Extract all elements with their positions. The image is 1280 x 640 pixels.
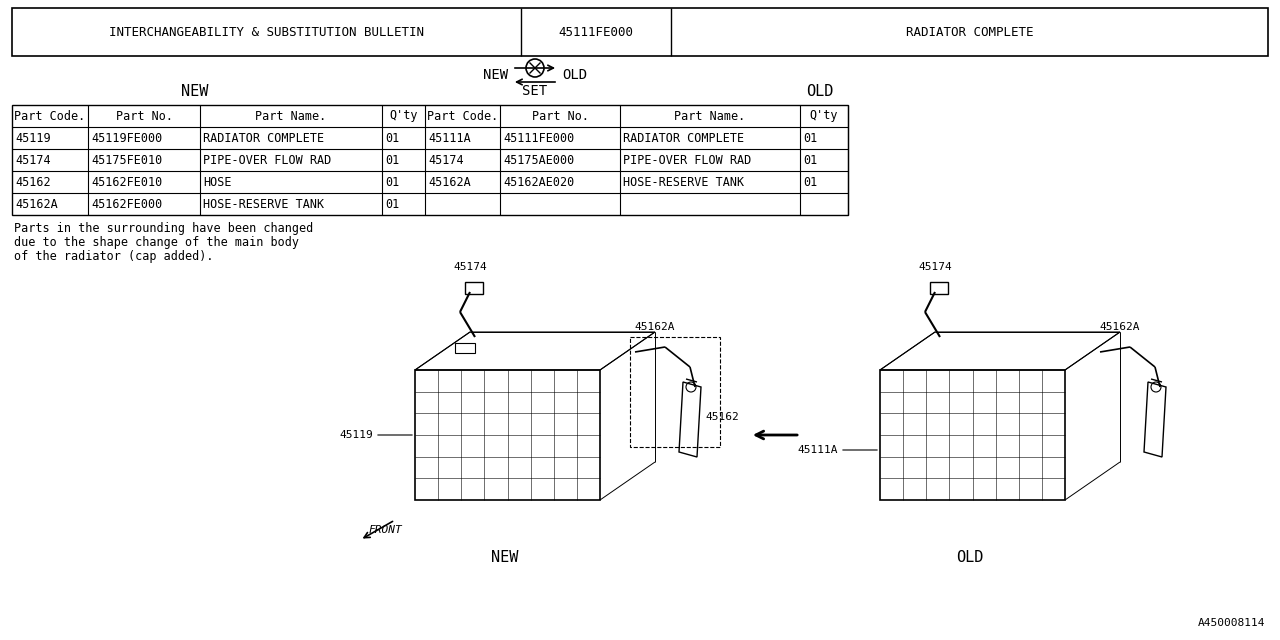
Text: 45162: 45162 (15, 175, 51, 189)
Text: 45162A: 45162A (635, 322, 676, 332)
Text: RADIATOR COMPLETE: RADIATOR COMPLETE (623, 131, 744, 145)
Bar (454, 343, 475, 353)
Text: SET: SET (522, 84, 548, 98)
Bar (12, 8, 1268, 56)
Text: FRONT: FRONT (369, 525, 402, 535)
Text: HOSE-RESERVE TANK: HOSE-RESERVE TANK (623, 175, 744, 189)
Text: 45174: 45174 (918, 262, 952, 272)
Text: RADIATOR COMPLETE: RADIATOR COMPLETE (906, 26, 1033, 38)
Text: INTERCHANGEABILITY & SUBSTITUTION BULLETIN: INTERCHANGEABILITY & SUBSTITUTION BULLET… (109, 26, 424, 38)
Text: 01: 01 (803, 131, 817, 145)
Text: A450008114: A450008114 (1198, 618, 1265, 628)
Text: NEW: NEW (483, 68, 508, 82)
Text: NEW: NEW (492, 550, 518, 565)
Text: Part Name.: Part Name. (256, 109, 326, 122)
Text: RADIATOR COMPLETE: RADIATOR COMPLETE (204, 131, 324, 145)
Text: Parts in the surrounding have been changed: Parts in the surrounding have been chang… (14, 222, 314, 235)
Text: 45162FE000: 45162FE000 (91, 198, 163, 211)
Text: 45174: 45174 (428, 154, 463, 166)
Text: Q'ty: Q'ty (810, 109, 838, 122)
Text: Part Name.: Part Name. (675, 109, 746, 122)
Text: Part Code.: Part Code. (14, 109, 86, 122)
Text: 45111FE000: 45111FE000 (558, 26, 634, 38)
Text: of the radiator (cap added).: of the radiator (cap added). (14, 250, 214, 263)
Text: 45175AE000: 45175AE000 (503, 154, 575, 166)
Text: Part Code.: Part Code. (426, 109, 498, 122)
Text: 45162: 45162 (705, 412, 739, 422)
Text: 45119: 45119 (15, 131, 51, 145)
Text: Q'ty: Q'ty (389, 109, 417, 122)
Bar (931, 282, 948, 294)
Text: 01: 01 (385, 154, 399, 166)
Text: PIPE-OVER FLOW RAD: PIPE-OVER FLOW RAD (204, 154, 332, 166)
Text: OLD: OLD (956, 550, 984, 565)
Text: 45162A: 45162A (428, 175, 471, 189)
Text: 01: 01 (385, 131, 399, 145)
Text: OLD: OLD (562, 68, 588, 82)
Text: 01: 01 (385, 198, 399, 211)
Text: due to the shape change of the main body: due to the shape change of the main body (14, 236, 300, 249)
Text: 45162AE020: 45162AE020 (503, 175, 575, 189)
Text: 45174: 45174 (15, 154, 51, 166)
Text: OLD: OLD (806, 84, 833, 99)
Text: 45162FE010: 45162FE010 (91, 175, 163, 189)
Text: 45119FE000: 45119FE000 (91, 131, 163, 145)
Text: Part No.: Part No. (115, 109, 173, 122)
Text: 01: 01 (803, 175, 817, 189)
Text: 45174: 45174 (453, 262, 486, 272)
Text: 01: 01 (385, 175, 399, 189)
Text: 45175FE010: 45175FE010 (91, 154, 163, 166)
Text: HOSE: HOSE (204, 175, 232, 189)
Text: NEW: NEW (182, 84, 209, 99)
Bar (630, 337, 719, 447)
Text: PIPE-OVER FLOW RAD: PIPE-OVER FLOW RAD (623, 154, 751, 166)
Text: 45111A: 45111A (797, 445, 838, 455)
Text: Part No.: Part No. (531, 109, 589, 122)
Text: 45162A: 45162A (1100, 322, 1140, 332)
Bar (12, 105, 849, 215)
Text: 45119: 45119 (339, 430, 372, 440)
Text: 45162A: 45162A (15, 198, 58, 211)
Text: 45111A: 45111A (428, 131, 471, 145)
Bar (465, 282, 483, 294)
Text: 01: 01 (803, 154, 817, 166)
Text: HOSE-RESERVE TANK: HOSE-RESERVE TANK (204, 198, 324, 211)
Text: 45111FE000: 45111FE000 (503, 131, 575, 145)
